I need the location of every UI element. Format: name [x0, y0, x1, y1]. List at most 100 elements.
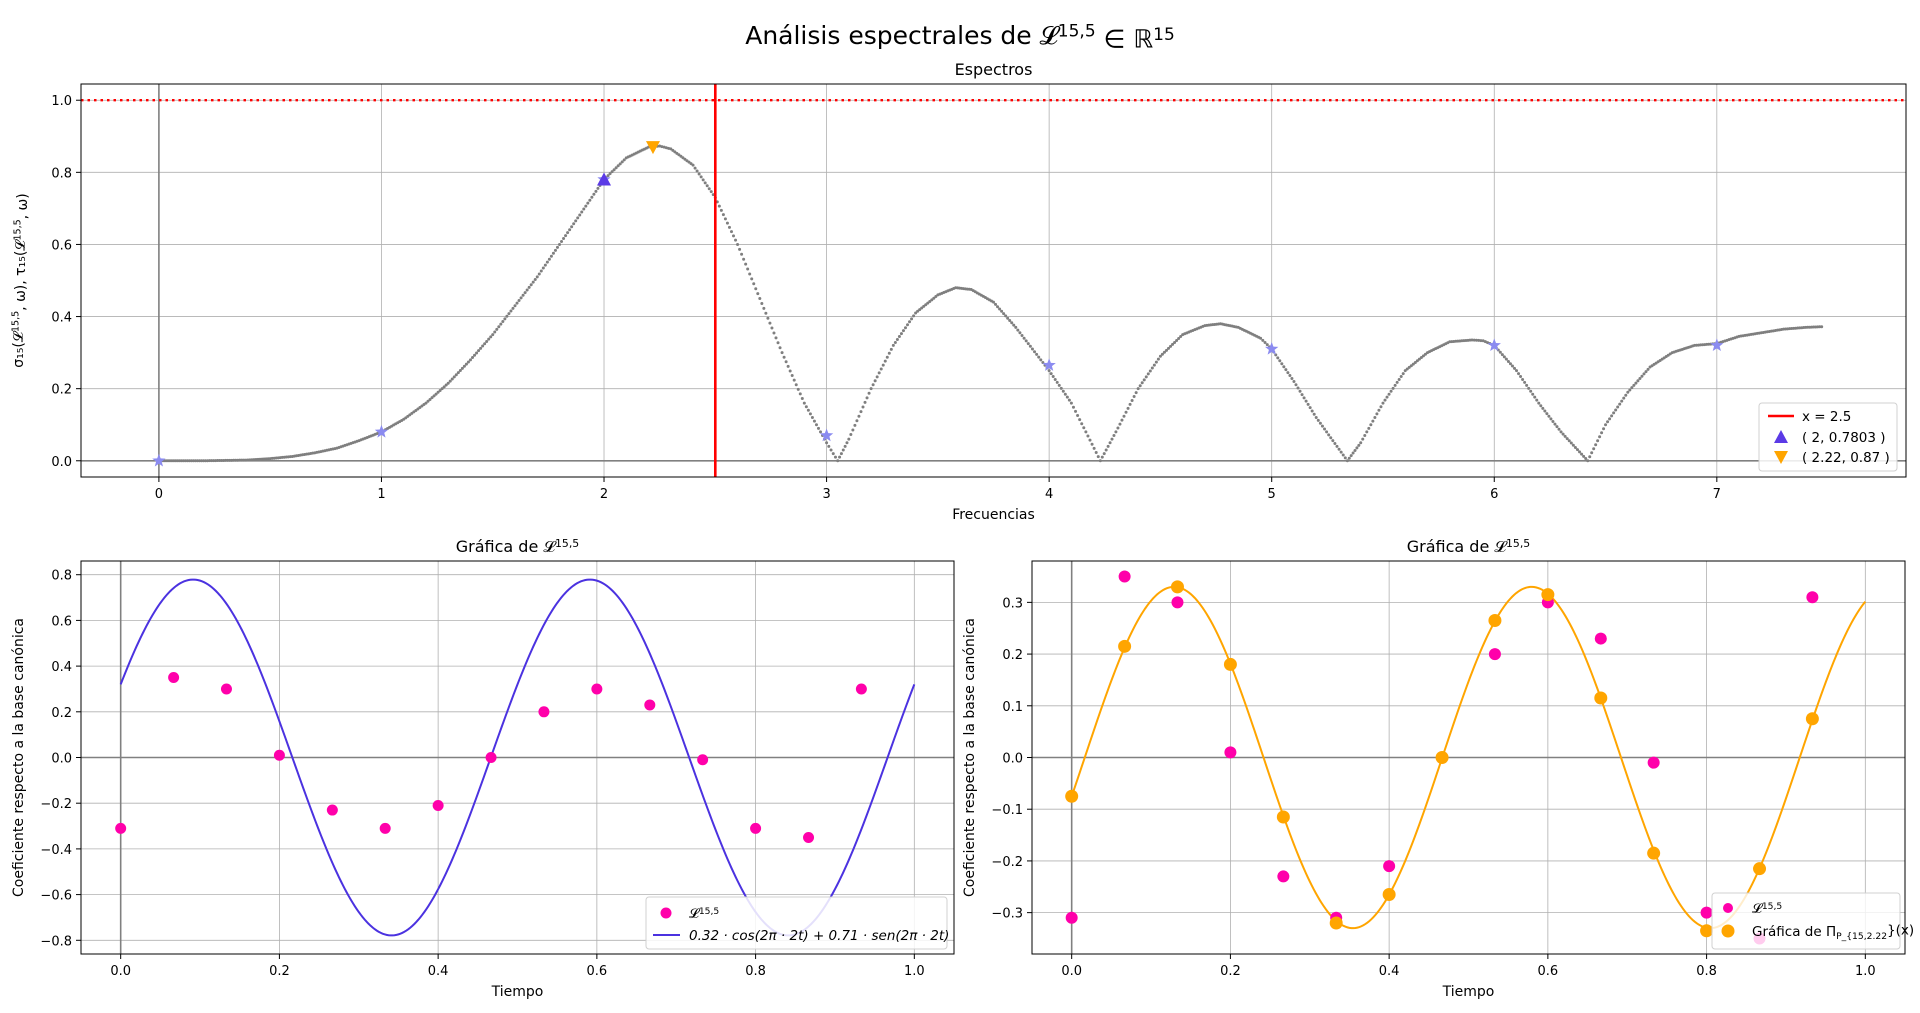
spectrum-dot [796, 387, 800, 391]
integer-star-marker [1042, 358, 1056, 371]
spectrum-dot [1302, 396, 1306, 400]
spectrum-dot [1323, 427, 1327, 431]
spectrum-dot [531, 280, 535, 284]
spectrum-dot [616, 164, 620, 168]
spectrum-dot [1320, 424, 1324, 428]
projection-point [1065, 789, 1079, 803]
spectrum-dot [719, 208, 723, 212]
spectrum-dot [1057, 383, 1061, 387]
signal-point [1488, 648, 1501, 661]
spectra-title: Espectros [955, 60, 1033, 79]
spectrum-dot [1310, 409, 1314, 413]
spectrum-dot [861, 405, 865, 409]
spectrum-dot [458, 368, 462, 372]
spectrum-dot [1596, 439, 1600, 443]
spectrum-dot [1551, 419, 1555, 423]
spectrum-dot [430, 396, 434, 400]
spectrum-dot [1515, 369, 1519, 373]
spectrum-dot [1094, 451, 1098, 455]
spectrum-dot [551, 251, 555, 255]
spectrum-dot [1385, 395, 1389, 399]
spectrum-dot [1512, 366, 1516, 370]
spectrum-dot [1039, 358, 1043, 362]
spectrum-dot [1561, 432, 1565, 436]
signal-point [1065, 911, 1078, 924]
spectrum-dot [1020, 333, 1024, 337]
spectrum-dot [877, 371, 881, 375]
spectrum-dot [800, 396, 804, 400]
spectrum-dot [1108, 441, 1112, 445]
spectrum-dot [774, 336, 778, 340]
spectrum-dot [869, 387, 873, 391]
spectrum-dot [792, 378, 796, 382]
spectra-xtick-label: 6 [1490, 487, 1498, 502]
spectrum-dot [1124, 410, 1128, 414]
spectrum-dot [725, 221, 729, 225]
spectrum-dot [578, 213, 582, 217]
spectrum-dot [1136, 387, 1140, 391]
spectrum-dot [1329, 436, 1333, 440]
spectrum-dot [764, 311, 768, 315]
spectra-ylabel: σ₁₅(𝓛15,5, ω), τ₁₅(𝓛15,5, ω) [11, 193, 31, 368]
integer-star-marker [152, 453, 166, 467]
figure-suptitle: Análisis espectrales de 𝓛15,5 ∈ ℝ15 [745, 21, 1175, 54]
spectrum-dot [1375, 412, 1379, 416]
spectrum-dot [804, 405, 808, 409]
spectrum-dot [568, 228, 572, 232]
spectrum-dot [1274, 353, 1278, 357]
spectrum-dot [1529, 389, 1533, 393]
signal-point [750, 822, 762, 834]
signal-point [1383, 860, 1396, 873]
legend-box [1711, 892, 1901, 950]
spectrum-dot [1096, 455, 1100, 459]
signal-right-xtick-label: 0.4 [1379, 964, 1400, 979]
signal-point [485, 752, 497, 763]
spectrum-dot [1022, 336, 1026, 340]
spectrum-dot [1381, 401, 1385, 405]
spectrum-dot [1012, 323, 1016, 327]
spectrum-dot [527, 285, 531, 289]
spectrum-dot [466, 360, 470, 364]
spectrum-dot [1535, 398, 1539, 402]
spectra-ytick-label: 0.0 [51, 455, 72, 470]
spectrum-dot [515, 301, 519, 305]
spectrum-dot [1393, 383, 1397, 387]
spectrum-dot [1144, 375, 1148, 379]
signal-left-ytick-label: −0.8 [40, 934, 72, 949]
spectrum-dot [479, 346, 483, 350]
spectrum-dot [1644, 370, 1648, 374]
spectrum-dot [1423, 352, 1427, 356]
spectrum-dot [1525, 383, 1529, 387]
projection-point [1276, 810, 1290, 824]
spectrum-dot [1047, 369, 1051, 373]
spectrum-dot [1018, 331, 1022, 335]
spectrum-dot [770, 326, 774, 330]
signal-point [855, 683, 867, 695]
spectrum-dot [847, 437, 851, 441]
signal-point [1118, 570, 1131, 583]
spectrum-dot [1628, 388, 1632, 392]
spectrum-dot [1373, 416, 1377, 420]
spectrum-dot [918, 308, 922, 312]
signal-left-ytick-label: −0.2 [40, 797, 72, 812]
spectrum-dot [1314, 416, 1318, 420]
spectrum-dot [1049, 372, 1053, 376]
spectrum-dot [1580, 452, 1584, 456]
spectrum-dot [1477, 338, 1481, 342]
projection-point [1541, 588, 1555, 602]
spectrum-dot [558, 242, 562, 246]
spectrum-dot [1506, 359, 1510, 363]
signal-right-xtick-label: 1.0 [1855, 964, 1876, 979]
spectrum-dot [1367, 426, 1371, 430]
spectrum-dot [691, 163, 695, 167]
spectrum-dot [859, 410, 863, 414]
signal-point [1594, 632, 1607, 645]
spectrum-dot [901, 329, 905, 333]
projection-point [1700, 924, 1714, 938]
signal-right-ylabel: Coeficiente respecto a la base canónica [962, 618, 978, 897]
spectrum-dot [1371, 419, 1375, 423]
spectrum-dot [424, 401, 428, 405]
spectrum-dot [806, 408, 810, 412]
spectrum-dot [1078, 418, 1082, 422]
spectrum-dot [1377, 408, 1381, 412]
